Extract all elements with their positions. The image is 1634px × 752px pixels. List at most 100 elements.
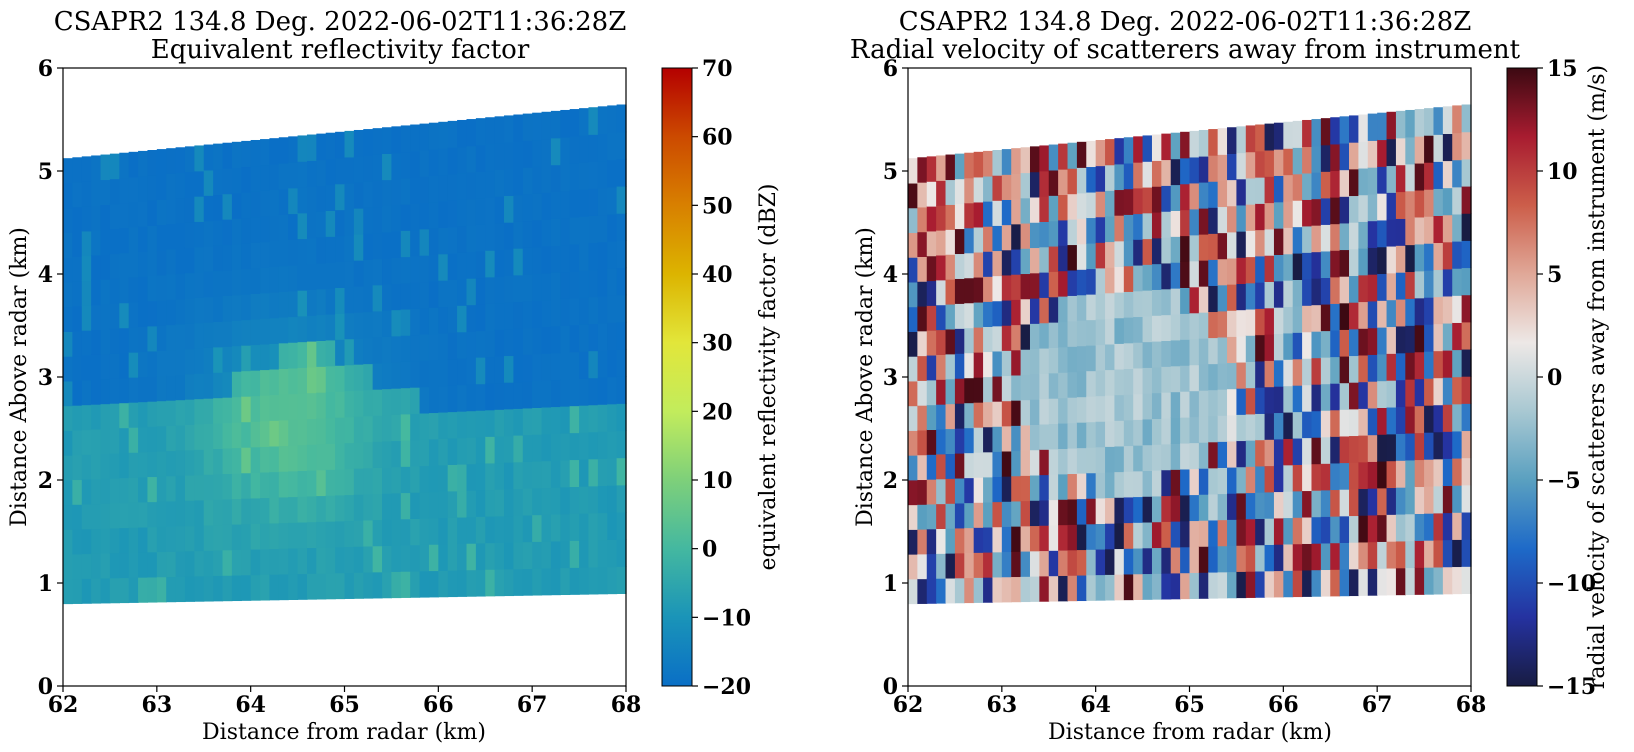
heatmap-cell bbox=[926, 156, 937, 182]
heatmap-cell bbox=[1424, 351, 1435, 379]
heatmap-cell bbox=[1086, 268, 1097, 295]
heatmap-cell bbox=[1048, 524, 1059, 551]
heatmap-cell bbox=[1058, 549, 1069, 576]
heatmap-cell bbox=[1058, 575, 1069, 602]
heatmap-cell bbox=[466, 172, 477, 200]
heatmap-cell bbox=[175, 525, 186, 552]
heatmap-cell bbox=[1020, 147, 1031, 174]
heatmap-cell bbox=[1142, 264, 1153, 291]
heatmap-cell bbox=[522, 381, 533, 409]
heatmap-cell bbox=[1180, 391, 1191, 418]
heatmap-cell bbox=[1414, 567, 1425, 595]
heatmap-cell bbox=[513, 488, 524, 516]
heatmap-cell bbox=[297, 212, 308, 240]
heatmap-cell bbox=[1339, 196, 1350, 224]
heatmap-cell bbox=[363, 155, 374, 182]
chart-subtitle: Equivalent reflectivity factor bbox=[151, 35, 530, 65]
heatmap-cell bbox=[278, 239, 289, 267]
heatmap-cell bbox=[1114, 292, 1125, 319]
heatmap-cell bbox=[138, 451, 149, 478]
heatmap-cell bbox=[1123, 239, 1134, 267]
heatmap-cell bbox=[1461, 104, 1472, 133]
heatmap-cell bbox=[1367, 541, 1378, 569]
heatmap-cell bbox=[109, 403, 120, 429]
heatmap-cell bbox=[954, 203, 965, 230]
heatmap-cell bbox=[91, 230, 102, 256]
heatmap-cell bbox=[1039, 322, 1050, 349]
heatmap-cell bbox=[1311, 304, 1322, 332]
heatmap-cell bbox=[1170, 365, 1181, 393]
heatmap-cell bbox=[288, 547, 299, 575]
heatmap-cell bbox=[992, 350, 1003, 377]
heatmap-cell bbox=[607, 132, 618, 161]
heatmap-cell bbox=[569, 324, 580, 353]
heatmap-cell bbox=[1433, 215, 1444, 244]
heatmap-cell bbox=[1208, 233, 1219, 260]
heatmap-cell bbox=[410, 518, 421, 546]
heatmap-cell bbox=[1255, 492, 1266, 519]
heatmap-cell bbox=[1433, 269, 1444, 298]
heatmap-cell bbox=[316, 392, 327, 419]
heatmap-cell bbox=[1076, 141, 1087, 168]
heatmap-cell bbox=[138, 276, 149, 302]
heatmap-cell bbox=[156, 375, 167, 402]
heatmap-cell bbox=[569, 270, 580, 299]
heatmap-cell bbox=[964, 252, 975, 279]
heatmap-cell bbox=[128, 502, 139, 528]
heatmap-cell bbox=[184, 525, 195, 552]
heatmap-cell bbox=[1058, 321, 1069, 348]
heatmap-cell bbox=[297, 367, 308, 394]
heatmap-cell bbox=[410, 387, 421, 414]
heatmap-cell bbox=[457, 252, 468, 280]
heatmap-cell bbox=[63, 158, 73, 184]
heatmap-cell bbox=[1424, 108, 1435, 136]
heatmap-cell bbox=[1433, 242, 1444, 271]
heatmap-cell bbox=[419, 412, 430, 440]
heatmap-cell bbox=[1283, 491, 1294, 519]
heatmap-cell bbox=[1227, 545, 1238, 573]
heatmap-cell bbox=[1142, 315, 1153, 343]
heatmap-cell bbox=[504, 248, 514, 277]
heatmap-cell bbox=[1302, 490, 1313, 518]
heatmap-cell bbox=[1236, 361, 1247, 389]
heatmap-cell bbox=[438, 385, 449, 413]
heatmap-cell bbox=[1151, 444, 1162, 471]
heatmap-cell bbox=[241, 549, 252, 576]
heatmap-cell bbox=[541, 353, 552, 381]
heatmap-cell bbox=[1198, 390, 1209, 417]
heatmap-cell bbox=[1180, 131, 1191, 159]
heatmap-cell bbox=[241, 421, 252, 448]
heatmap-cell bbox=[1170, 443, 1181, 470]
heatmap-cell bbox=[1452, 105, 1463, 134]
heatmap-cell bbox=[1320, 277, 1331, 305]
heatmap-cell bbox=[1086, 217, 1097, 244]
heatmap-cell bbox=[147, 300, 158, 327]
heatmap-cell bbox=[335, 546, 346, 574]
heatmap-cell bbox=[288, 393, 299, 420]
heatmap-cell bbox=[1058, 448, 1069, 475]
heatmap-cell bbox=[1058, 397, 1069, 424]
heatmap-cell bbox=[1039, 525, 1050, 552]
heatmap-cell bbox=[353, 416, 364, 443]
heatmap-cell bbox=[1395, 245, 1406, 273]
heatmap-cell bbox=[494, 462, 505, 490]
heatmap-cell bbox=[485, 436, 496, 464]
heatmap-cell bbox=[917, 479, 928, 505]
heatmap-cell bbox=[1208, 363, 1219, 391]
heatmap-cell bbox=[926, 206, 937, 232]
heatmap-cell bbox=[81, 379, 92, 406]
heatmap-cell bbox=[1011, 299, 1022, 326]
heatmap-cell bbox=[1076, 218, 1087, 245]
heatmap-cell bbox=[1283, 464, 1294, 492]
heatmap-cell bbox=[203, 271, 214, 298]
heatmap-cell bbox=[1170, 262, 1181, 289]
heatmap-cell bbox=[504, 142, 514, 170]
heatmap-cell bbox=[109, 178, 120, 205]
heatmap-cell bbox=[410, 334, 421, 362]
heatmap-cell bbox=[1255, 334, 1266, 362]
heatmap-cell bbox=[579, 108, 590, 136]
heatmap-cell bbox=[1414, 513, 1425, 541]
heatmap-cell bbox=[485, 569, 496, 597]
heatmap-cell bbox=[954, 452, 965, 479]
heatmap-cell bbox=[297, 238, 308, 265]
